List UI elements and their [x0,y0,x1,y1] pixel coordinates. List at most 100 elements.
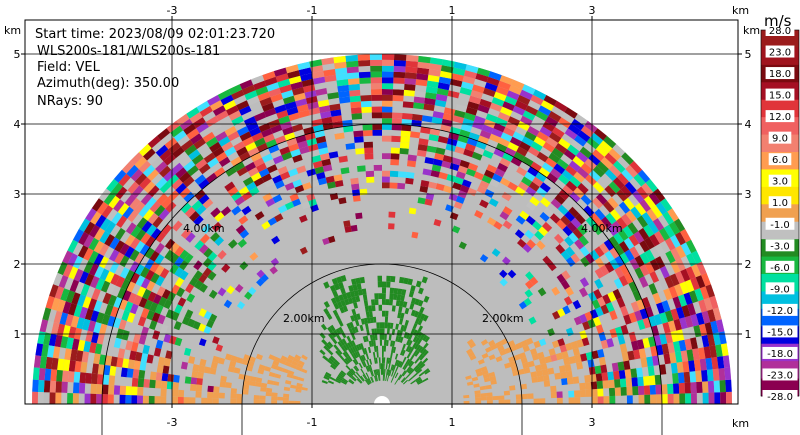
velocity-cell [661,343,670,355]
velocity-cell [409,369,415,375]
velocity-cell [410,380,416,385]
velocity-cell [254,137,266,148]
velocity-cell [382,182,390,189]
velocity-cell [195,158,208,170]
velocity-cell [276,110,289,119]
velocity-cell [371,328,375,335]
velocity-cell [609,328,618,339]
velocity-cell [618,369,626,379]
velocity-cell [698,299,708,313]
velocity-cell [360,343,364,350]
velocity-cell [566,221,578,233]
velocity-cell [114,227,126,241]
velocity-cell [468,95,482,105]
velocity-cell [340,380,347,385]
velocity-cell [74,361,82,373]
velocity-cell [422,168,432,176]
velocity-cell [339,306,345,314]
velocity-cell [352,352,358,359]
velocity-cell [664,224,675,238]
velocity-cell [667,393,674,404]
velocity-cell [442,155,453,163]
velocity-cell [60,288,70,302]
velocity-cell [189,211,200,222]
velocity-field [32,54,732,404]
velocity-cell [329,103,341,111]
velocity-cell [410,131,421,139]
velocity-cell [175,151,189,163]
velocity-cell [297,377,305,382]
velocity-cell [386,369,389,376]
velocity-cell [417,197,426,205]
velocity-cell [551,286,561,296]
velocity-cell [599,140,613,153]
velocity-cell [80,361,88,373]
velocity-cell [359,376,364,382]
velocity-cell [225,382,232,389]
velocity-cell [382,351,384,358]
velocity-cell [477,358,485,365]
velocity-cell [502,101,515,111]
velocity-cell [236,166,248,177]
velocity-cell [515,342,523,350]
velocity-cell [261,102,275,112]
velocity-cell [393,65,406,73]
velocity-cell [314,166,325,175]
velocity-cell [363,300,369,307]
velocity-cell [262,192,273,202]
velocity-cell [388,334,392,341]
velocity-cell [45,295,55,310]
velocity-cell [392,371,397,378]
velocity-cell [584,311,593,321]
velocity-cell [613,278,624,289]
colorbar-tick-label: -1.0 [770,220,790,231]
velocity-cell [382,59,394,66]
velocity-cell [465,168,476,177]
velocity-cell [249,376,257,382]
velocity-cell [265,391,272,397]
velocity-cell [99,268,110,281]
velocity-cell [410,285,416,292]
velocity-cell [540,100,555,111]
velocity-cell [212,392,220,399]
velocity-cell [366,317,371,324]
velocity-cell [402,363,407,370]
velocity-cell [311,70,325,79]
velocity-cell [115,186,128,200]
velocity-cell [418,362,424,368]
velocity-cell [420,126,431,134]
velocity-cell [629,160,643,174]
velocity-cell [342,377,349,383]
velocity-cell [340,370,347,376]
velocity-cell [638,227,650,241]
velocity-cell [199,283,208,293]
velocity-cell [686,253,697,267]
velocity-cell [522,345,530,353]
velocity-cell [364,379,369,386]
velocity-cell [382,83,394,90]
velocity-cell [461,179,472,188]
velocity-cell [374,293,379,300]
velocity-cell [574,135,587,147]
velocity-cell [151,140,165,153]
velocity-cell [395,335,399,342]
velocity-cell [119,394,126,404]
velocity-cell [594,246,605,258]
velocity-cell [172,396,178,404]
velocity-cell [558,189,570,201]
velocity-cell [134,156,147,169]
velocity-cell [564,211,575,222]
velocity-cell [370,377,374,383]
velocity-cell [382,89,393,95]
velocity-cell [331,277,339,285]
velocity-cell [573,187,585,199]
velocity-cell [609,310,618,321]
velocity-cell [198,273,208,284]
velocity-cell [358,71,371,79]
velocity-cell [391,370,394,377]
velocity-cell [354,358,359,365]
velocity-cell [138,297,148,308]
velocity-cell [282,95,296,105]
velocity-cell [207,251,218,262]
velocity-cell [412,322,418,330]
